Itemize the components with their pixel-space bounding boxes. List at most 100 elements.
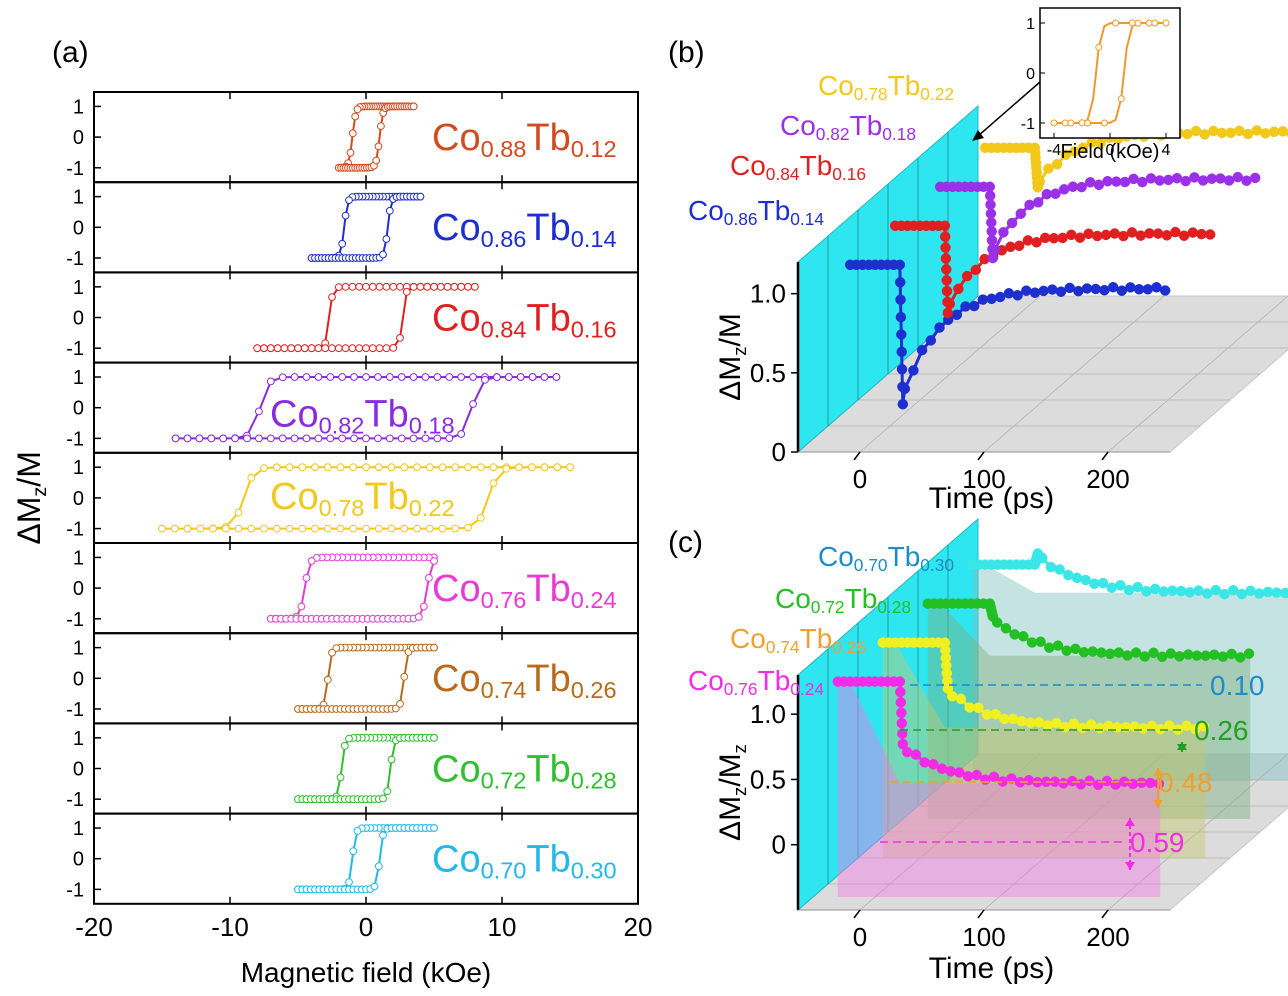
trace-point — [1219, 588, 1230, 600]
trace-point — [991, 617, 1003, 628]
trace-point — [984, 190, 996, 201]
text-part: Co — [432, 658, 481, 700]
text-part: Co — [270, 476, 319, 518]
inset-y-tick-label: 1 — [1026, 16, 1035, 33]
trace-point — [1137, 723, 1149, 734]
trace-point — [1068, 718, 1080, 729]
text-part: 0.76 — [724, 679, 758, 699]
loop-point — [438, 524, 447, 533]
loop-point — [430, 643, 438, 652]
loop-point — [353, 827, 362, 835]
trace-point — [1208, 649, 1220, 660]
loop-point — [416, 192, 425, 201]
loop-point — [385, 434, 394, 443]
trace-point — [1215, 173, 1226, 184]
loop-point — [540, 463, 549, 472]
text-part: 0.84 — [766, 164, 800, 184]
loop-point — [469, 400, 478, 408]
y-tick-label: 1.0 — [750, 279, 786, 309]
loop-point — [414, 613, 423, 621]
hysteresis-loop — [297, 736, 434, 801]
trace-point — [1051, 159, 1063, 170]
trace-point — [1145, 777, 1156, 789]
trace-point — [1127, 778, 1139, 790]
loop-point — [349, 463, 358, 472]
loop-point — [425, 574, 433, 582]
x-tick — [1101, 451, 1109, 461]
inset-point — [1100, 119, 1108, 127]
y-tick-label: 0 — [73, 668, 84, 690]
loop-point — [328, 293, 336, 302]
text-part: ΔM — [714, 796, 747, 841]
text-part: Co — [432, 839, 481, 881]
trace-point — [1050, 188, 1061, 199]
loop-point — [278, 434, 287, 443]
text-part: Tb — [888, 541, 921, 572]
loop-point-group — [294, 643, 438, 713]
text-part: 0.22 — [409, 495, 455, 521]
trace-point — [1253, 588, 1265, 599]
loop-label: Co0.88Tb0.12 — [432, 117, 617, 162]
trace-point — [1135, 230, 1146, 241]
trace-point — [1097, 577, 1109, 589]
y-tick-label: 1 — [73, 547, 84, 569]
trace-point — [989, 244, 1001, 256]
y-tick-label: 0 — [73, 127, 84, 149]
loop-point — [421, 434, 430, 443]
trace-point — [1044, 642, 1055, 653]
panel-b-label: (b) — [668, 36, 705, 69]
trace-point — [901, 746, 913, 758]
loop-point — [450, 282, 459, 291]
loop-point — [443, 282, 452, 291]
y-tick-label: -1 — [66, 248, 84, 270]
arrow-head — [1125, 818, 1135, 826]
loop-point — [314, 344, 323, 353]
text-part: Tb — [850, 110, 883, 141]
trace-label: Co0.86Tb0.14 — [688, 195, 824, 229]
loop-point — [328, 648, 336, 657]
y-tick-label: 0 — [772, 830, 786, 860]
loop-point — [340, 741, 349, 750]
loop-point — [314, 434, 323, 443]
trace-label: Co0.72Tb0.28 — [775, 583, 911, 617]
loop-point — [389, 344, 398, 352]
trace-point — [1061, 645, 1072, 656]
loop-point — [476, 514, 485, 522]
text-part: Co — [818, 541, 854, 572]
x-tick — [977, 909, 985, 919]
x-tick-label: -10 — [211, 912, 249, 942]
text-part: Co — [432, 568, 481, 610]
trace-point-group — [844, 259, 1171, 410]
text-part: Co — [780, 110, 816, 141]
trace-label: Co0.70Tb0.30 — [818, 541, 954, 575]
inset-point — [1145, 19, 1153, 27]
loop-point — [430, 282, 438, 291]
loop-point — [362, 434, 370, 443]
y-tick-label: 1 — [73, 277, 84, 299]
loop-point-group — [158, 463, 574, 533]
loop-point — [273, 344, 282, 353]
panel-a-label: (a) — [52, 36, 89, 69]
trace-point — [1175, 585, 1187, 597]
text-part: 0.26 — [571, 677, 617, 703]
x-tick-label: 0 — [853, 464, 867, 494]
loop-point — [385, 206, 394, 215]
text-part: 0.24 — [790, 679, 824, 699]
loop-point — [416, 282, 425, 291]
trace-point — [1109, 228, 1120, 239]
trace-point — [1021, 285, 1032, 296]
trace-point — [1087, 646, 1098, 657]
text-part: 0.12 — [571, 136, 617, 162]
loop-point — [350, 373, 359, 381]
loop-point — [234, 508, 243, 517]
inset-x-axis-label: Field (kOe) — [1061, 141, 1160, 163]
text-part: Co — [432, 748, 481, 790]
loop-point — [341, 282, 350, 291]
trace-point-group — [889, 220, 1216, 319]
loop-point — [345, 196, 353, 205]
loop-label: Co0.70Tb0.30 — [432, 839, 617, 884]
loop-point — [409, 283, 418, 291]
text-part: 0.14 — [790, 209, 824, 229]
loop-point — [298, 463, 307, 472]
loop-point — [323, 675, 332, 684]
